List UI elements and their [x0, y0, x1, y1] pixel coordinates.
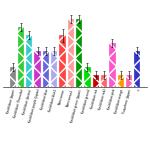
- Bar: [43, 51, 49, 150]
- Bar: [101, 75, 107, 150]
- Bar: [51, 51, 57, 150]
- Bar: [18, 27, 24, 150]
- Bar: [59, 35, 66, 150]
- Bar: [93, 75, 99, 150]
- Bar: [126, 75, 132, 150]
- Bar: [10, 67, 16, 150]
- Bar: [134, 51, 140, 150]
- Bar: [76, 19, 82, 150]
- Bar: [84, 67, 91, 150]
- Bar: [26, 35, 32, 150]
- Bar: [68, 19, 74, 150]
- Bar: [109, 43, 116, 150]
- Bar: [118, 75, 124, 150]
- Bar: [34, 51, 41, 150]
